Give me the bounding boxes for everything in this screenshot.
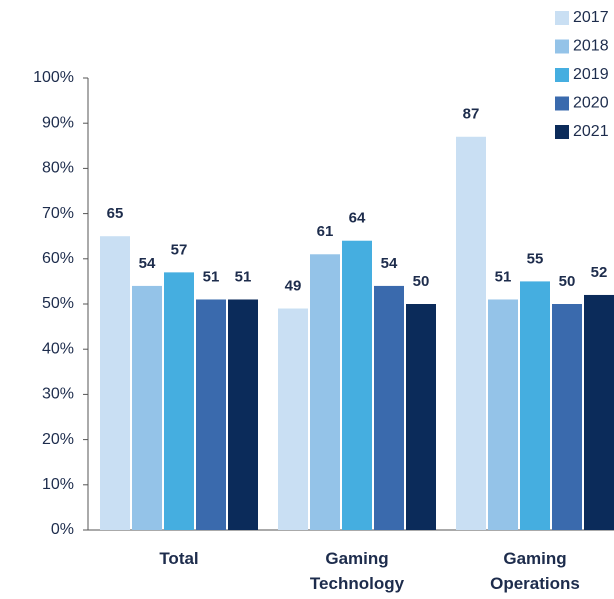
value-label: 52 [591, 264, 608, 281]
value-label: 54 [139, 255, 156, 272]
x-tick-label: Gaming Technology [309, 549, 405, 593]
y-tick-label: 40% [42, 340, 74, 357]
bar [406, 304, 436, 530]
value-label: 65 [107, 205, 124, 222]
x-tick-label: Gaming Operations [490, 549, 580, 593]
bar [132, 285, 162, 530]
value-label: 51 [203, 268, 220, 285]
value-label: 54 [381, 255, 398, 272]
bar [488, 299, 518, 530]
bar [520, 281, 550, 530]
bar [100, 236, 130, 530]
legend-label: 2017 [573, 9, 609, 26]
y-tick-label: 0% [51, 521, 74, 538]
legend-label: 2021 [573, 123, 609, 140]
y-tick-label: 100% [33, 69, 74, 86]
value-label: 51 [235, 268, 252, 285]
value-label: 50 [413, 273, 430, 290]
value-label: 61 [317, 223, 334, 240]
value-label: 50 [559, 273, 576, 290]
legend-swatch [555, 11, 569, 25]
legend-swatch [555, 39, 569, 54]
bar [228, 299, 258, 530]
y-tick-label: 50% [42, 295, 74, 312]
value-label: 64 [349, 210, 366, 227]
value-label: 51 [495, 268, 512, 285]
legend-swatch [555, 68, 569, 82]
x-tick-label: Total [159, 549, 199, 568]
y-tick-label: 30% [42, 386, 74, 403]
legend-swatch [555, 125, 569, 139]
legend-label: 2019 [573, 66, 609, 83]
bar [584, 294, 614, 530]
bar [456, 136, 486, 530]
bar [310, 254, 340, 530]
legend-label: 2020 [573, 95, 609, 112]
legend-label: 2018 [573, 38, 609, 55]
value-label: 49 [285, 277, 302, 294]
y-tick-label: 10% [42, 476, 74, 493]
bar [278, 308, 308, 530]
bar [552, 304, 582, 530]
y-tick-label: 20% [42, 431, 74, 448]
value-label: 57 [171, 241, 188, 258]
y-tick-label: 60% [42, 250, 74, 267]
bar [196, 299, 226, 530]
bar [374, 285, 404, 530]
bar [164, 272, 194, 530]
y-tick-label: 70% [42, 205, 74, 222]
legend-swatch [555, 96, 569, 111]
y-tick-label: 90% [42, 114, 74, 131]
value-label: 87 [463, 106, 480, 123]
value-label: 55 [527, 250, 544, 267]
bar [342, 240, 372, 530]
y-tick-label: 80% [42, 160, 74, 177]
